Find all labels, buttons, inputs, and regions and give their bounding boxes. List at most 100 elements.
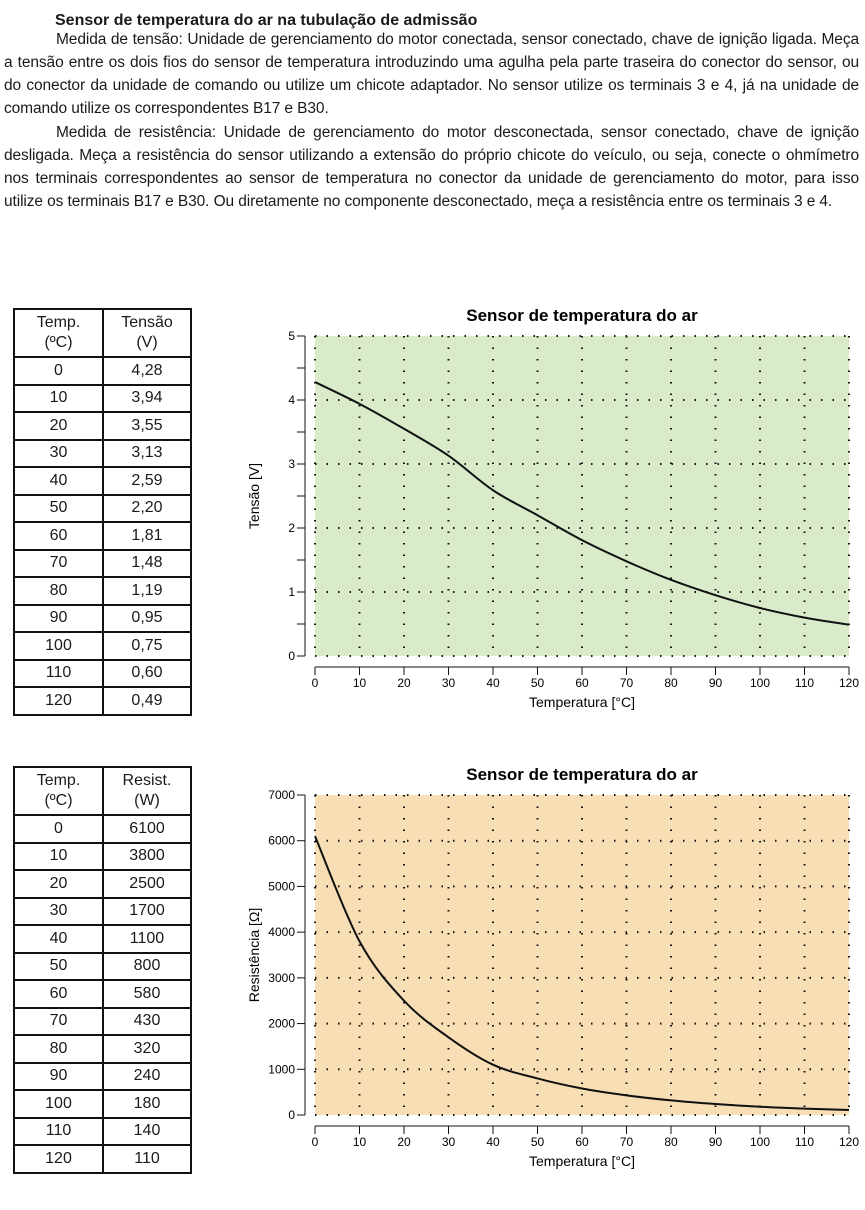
table-cell: 50 bbox=[13, 493, 104, 523]
table-row: 110 0,60 bbox=[13, 658, 192, 688]
x-tick-label: 60 bbox=[575, 1135, 589, 1149]
x-tick-label: 60 bbox=[575, 676, 589, 690]
table-cell: 3800 bbox=[102, 841, 192, 871]
x-tick-label: 10 bbox=[353, 1135, 367, 1149]
y-tick-label: 4 bbox=[288, 393, 295, 407]
table-cell: 80 bbox=[13, 576, 104, 606]
y-tick-label: 6000 bbox=[268, 834, 295, 848]
table-row: 30 3,13 bbox=[13, 438, 192, 468]
table-cell: 1100 bbox=[102, 924, 192, 954]
table-cell: 0 bbox=[13, 814, 104, 844]
x-tick-label: 10 bbox=[353, 676, 367, 690]
x-tick-label: 0 bbox=[312, 1135, 319, 1149]
table-cell: 30 bbox=[13, 896, 104, 926]
y-tick-label: 1000 bbox=[268, 1062, 295, 1076]
table-row: 80 320 bbox=[13, 1034, 192, 1064]
y-tick-label: 7000 bbox=[268, 788, 295, 802]
x-axis-label: Temperatura [°C] bbox=[529, 1153, 635, 1169]
table-cell: 100 bbox=[13, 631, 104, 661]
table-row: 50 2,20 bbox=[13, 493, 192, 523]
table-cell: 60 bbox=[13, 979, 104, 1009]
x-axis-label: Temperatura [°C] bbox=[529, 694, 635, 710]
table-row: 30 1700 bbox=[13, 896, 192, 926]
x-tick-label: 50 bbox=[531, 676, 545, 690]
x-tick-label: 40 bbox=[486, 676, 500, 690]
y-axis-label: Resistência [Ω] bbox=[246, 908, 262, 1003]
x-tick-label: 80 bbox=[664, 1135, 678, 1149]
table-cell: 90 bbox=[13, 1061, 104, 1091]
table-row: 60 580 bbox=[13, 979, 192, 1009]
table-row: 100 0,75 bbox=[13, 631, 192, 661]
x-tick-label: 0 bbox=[312, 676, 319, 690]
x-tick-label: 40 bbox=[486, 1135, 500, 1149]
table-row: 20 2500 bbox=[13, 869, 192, 899]
y-tick-label: 3000 bbox=[268, 971, 295, 985]
x-tick-label: 110 bbox=[795, 676, 814, 690]
table-cell: 20 bbox=[13, 411, 104, 441]
chart-title: Sensor de temperatura do ar bbox=[466, 765, 698, 784]
resistance-chart: 0 1000 2000 3000 4000 5000 6000 7000 0 10 20 30 40 50… bbox=[246, 765, 859, 1169]
table-cell: 110 bbox=[13, 658, 104, 688]
table-cell: 80 bbox=[13, 1034, 104, 1064]
table-row: 80 1,19 bbox=[13, 576, 192, 606]
x-tick-label: 100 bbox=[750, 1135, 770, 1149]
table-cell: 3,94 bbox=[102, 383, 192, 413]
y-tick-label: 5 bbox=[288, 329, 295, 343]
plot-background bbox=[315, 795, 849, 1115]
table-cell: 6100 bbox=[102, 814, 192, 844]
table-cell: 20 bbox=[13, 869, 104, 899]
table-cell: 3,55 bbox=[102, 411, 192, 441]
table-row: 100 180 bbox=[13, 1089, 192, 1119]
table-cell: 2,20 bbox=[102, 493, 192, 523]
table-row: 120 110 bbox=[13, 1144, 192, 1174]
table-cell: 800 bbox=[102, 951, 192, 981]
plot-background bbox=[315, 336, 849, 656]
table-row: 40 1100 bbox=[13, 924, 192, 954]
table-cell: 10 bbox=[13, 841, 104, 871]
table-cell: 50 bbox=[13, 951, 104, 981]
table-cell: 240 bbox=[102, 1061, 192, 1091]
column-header: Temp. (ºC) bbox=[13, 308, 104, 358]
table-row: 50 800 bbox=[13, 951, 192, 981]
data-curve bbox=[314, 835, 850, 1111]
y-tick-label: 1 bbox=[288, 585, 295, 599]
table-row: 70 1,48 bbox=[13, 548, 192, 578]
x-tick-label: 80 bbox=[664, 676, 678, 690]
table-cell: 70 bbox=[13, 548, 104, 578]
table-row: 110 140 bbox=[13, 1116, 192, 1146]
x-tick-label: 20 bbox=[397, 676, 411, 690]
y-tick-label: 2000 bbox=[268, 1017, 295, 1031]
y-tick-label: 3 bbox=[288, 457, 295, 471]
column-header: Tensão (V) bbox=[102, 308, 192, 358]
table-cell: 110 bbox=[13, 1116, 104, 1146]
table-cell: 100 bbox=[13, 1089, 104, 1119]
y-tick-label: 0 bbox=[288, 649, 295, 663]
x-tick-label: 120 bbox=[839, 1135, 859, 1149]
table-cell: 180 bbox=[102, 1089, 192, 1119]
y-tick-label: 4000 bbox=[268, 925, 295, 939]
table-cell: 110 bbox=[102, 1144, 192, 1174]
table-cell: 0,49 bbox=[102, 686, 192, 716]
x-tick-label: 50 bbox=[531, 1135, 545, 1149]
table-cell: 0,60 bbox=[102, 658, 192, 688]
table-row: 0 6100 bbox=[13, 814, 192, 844]
table-cell: 1,48 bbox=[102, 548, 192, 578]
y-tick-label: 5000 bbox=[268, 879, 295, 893]
x-tick-label: 30 bbox=[442, 1135, 456, 1149]
table-cell: 90 bbox=[13, 603, 104, 633]
voltage-paragraph: Medida de tensão: Unidade de gerenciamen… bbox=[4, 31, 859, 117]
x-tick-label: 70 bbox=[620, 1135, 634, 1149]
table-row: 10 3,94 bbox=[13, 383, 192, 413]
x-tick-label: 30 bbox=[442, 676, 456, 690]
y-tick-label: 0 bbox=[288, 1108, 295, 1122]
x-tick-label: 70 bbox=[620, 676, 634, 690]
section-heading: Sensor de temperatura do ar na tubulação… bbox=[55, 12, 478, 29]
table-row: 60 1,81 bbox=[13, 521, 192, 551]
table-cell: 3,13 bbox=[102, 438, 192, 468]
resistance-table: Temp. (ºC) Resist. (W) 0 6100 10 3800 20 2500 30 17… bbox=[13, 766, 192, 1174]
table-cell: 1700 bbox=[102, 896, 192, 926]
table-cell: 1,19 bbox=[102, 576, 192, 606]
y-tick-label: 2 bbox=[288, 521, 295, 535]
x-tick-label: 120 bbox=[839, 676, 859, 690]
